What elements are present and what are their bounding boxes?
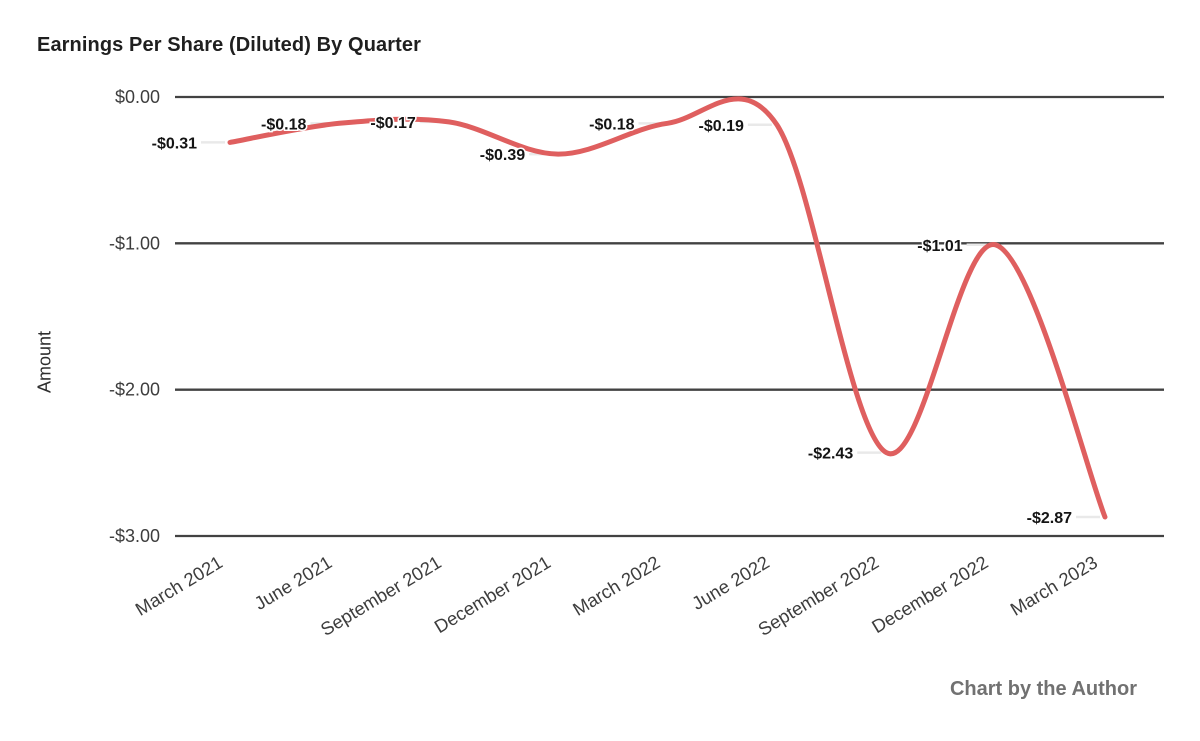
x-tick-label: June 2022 — [688, 551, 773, 614]
data-point-label: -$2.87 — [1027, 510, 1072, 527]
y-tick-label: -$2.00 — [109, 380, 160, 400]
x-tick-label: March 2023 — [1006, 551, 1101, 619]
data-point-label: -$1.01 — [917, 238, 962, 255]
data-point-label: -$2.43 — [808, 446, 853, 463]
y-tick-label: $0.00 — [115, 87, 160, 107]
x-tick-label: December 2022 — [868, 551, 992, 637]
chart-credit: Chart by the Author — [949, 678, 1137, 700]
data-point-label: -$0.18 — [261, 116, 306, 133]
data-point-label: -$0.18 — [589, 116, 634, 133]
series-line — [227, 96, 1108, 520]
data-point-label: -$0.19 — [699, 118, 744, 135]
y-tick-label: -$1.00 — [109, 233, 160, 253]
x-tick-label: March 2022 — [569, 551, 664, 619]
x-tick-label: September 2022 — [754, 551, 882, 639]
x-tick-label: March 2021 — [131, 551, 226, 619]
y-tick-label: -$3.00 — [109, 526, 160, 546]
x-tick-label: June 2021 — [251, 551, 336, 614]
data-point-label: -$0.17 — [370, 115, 415, 132]
data-point-label: -$0.39 — [480, 147, 525, 164]
x-tick-label: December 2021 — [431, 551, 555, 637]
chart-title: Earnings Per Share (Diluted) By Quarter — [37, 34, 421, 56]
x-tick-label: September 2021 — [317, 551, 445, 639]
data-point-label: -$0.31 — [152, 135, 197, 152]
